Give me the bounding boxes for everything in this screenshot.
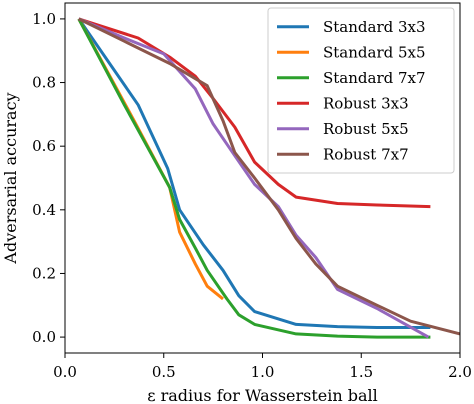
x-tick-label: 0.0 bbox=[53, 363, 77, 381]
x-tick-label: 0.5 bbox=[152, 363, 176, 381]
legend: Standard 3x3 Standard 5x5 Standard 7x7 Robu… bbox=[267, 7, 455, 174]
y-tick-label: 0.2 bbox=[32, 264, 56, 282]
y-tick-label: 1.0 bbox=[32, 10, 56, 28]
y-axis-label: Adversarial accuracy bbox=[1, 92, 20, 264]
legend-box bbox=[267, 7, 455, 174]
series-line-1 bbox=[77, 18, 431, 329]
y-tick-label: 0.6 bbox=[32, 137, 56, 155]
legend-label-6: Robust 7x7 bbox=[323, 145, 409, 163]
legend-label-4: Robust 3x3 bbox=[323, 94, 409, 112]
series-line-3 bbox=[77, 18, 431, 339]
series-line-6 bbox=[78, 17, 460, 336]
legend-label-5: Robust 5x5 bbox=[323, 120, 409, 138]
x-tick-label: 1.0 bbox=[251, 363, 275, 381]
x-axis: 0.0 0.5 1.0 1.5 2.0 bbox=[53, 353, 472, 381]
y-tick-label: 0.8 bbox=[32, 74, 56, 92]
x-axis-label: ε radius for Wasserstein ball bbox=[147, 386, 378, 404]
x-tick-label: 2.0 bbox=[448, 363, 472, 381]
series-line-5 bbox=[78, 17, 430, 339]
legend-label-1: Standard 3x3 bbox=[323, 18, 426, 36]
series-layer bbox=[77, 17, 460, 339]
y-tick-label: 0.0 bbox=[32, 328, 56, 346]
y-axis: 0.0 0.2 0.4 0.6 0.8 1.0 bbox=[32, 10, 65, 346]
x-tick-label: 1.5 bbox=[349, 363, 373, 381]
legend-label-2: Standard 5x5 bbox=[323, 43, 426, 61]
y-tick-label: 0.4 bbox=[32, 201, 56, 219]
legend-label-3: Standard 7x7 bbox=[323, 69, 426, 87]
